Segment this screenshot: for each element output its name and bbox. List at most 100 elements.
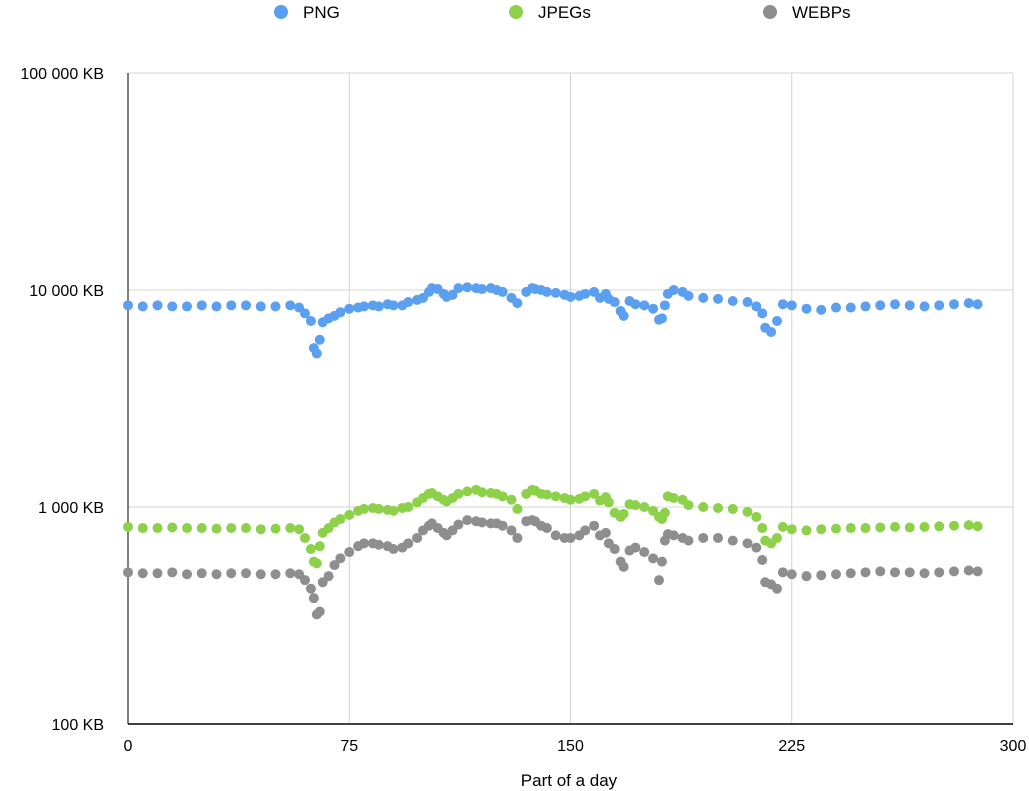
data-point <box>603 497 614 508</box>
data-point <box>683 290 694 301</box>
data-point <box>639 300 650 311</box>
data-point <box>963 298 974 309</box>
data-point <box>308 593 319 604</box>
data-point <box>904 522 915 533</box>
data-point <box>698 292 709 303</box>
data-point <box>152 523 163 534</box>
legend-item: JPEGs <box>509 3 591 22</box>
data-point <box>403 538 414 549</box>
data-point <box>727 503 738 514</box>
data-point <box>270 523 281 534</box>
data-point <box>137 301 148 312</box>
data-point <box>801 525 812 536</box>
data-point <box>305 544 316 555</box>
data-point <box>285 568 296 579</box>
data-point <box>949 299 959 310</box>
data-point <box>311 558 322 569</box>
data-point <box>904 300 915 311</box>
data-point <box>963 520 974 531</box>
data-point <box>373 539 384 550</box>
data-point <box>344 303 355 314</box>
data-point <box>300 532 310 543</box>
data-point <box>167 301 178 312</box>
data-point <box>648 553 659 564</box>
data-point <box>211 569 222 580</box>
data-point <box>816 570 827 581</box>
data-point <box>541 286 552 297</box>
data-point <box>388 544 399 555</box>
y-axis-ticks: 100 KB 1 000 KB 10 000 KB 100 000 KB <box>20 66 104 734</box>
data-point <box>777 521 788 532</box>
data-point <box>639 547 650 558</box>
data-point <box>580 491 591 502</box>
data-point <box>727 535 738 546</box>
data-point <box>890 299 900 310</box>
data-point <box>656 313 667 324</box>
data-point <box>845 302 856 313</box>
data-point <box>801 571 812 582</box>
data-point <box>801 303 812 314</box>
data-point <box>335 514 346 525</box>
data-point <box>860 301 871 312</box>
data-point <box>403 297 414 308</box>
data-point <box>196 568 207 579</box>
data-point <box>359 538 369 549</box>
data-point <box>512 532 523 543</box>
data-point <box>241 568 251 579</box>
data-point <box>453 283 464 294</box>
data-point <box>255 524 266 535</box>
data-point <box>727 295 738 306</box>
data-point <box>462 515 473 526</box>
data-point <box>766 327 777 338</box>
data-point <box>609 297 620 308</box>
data-point <box>668 493 679 504</box>
data-point <box>565 532 576 543</box>
data-point <box>831 523 841 534</box>
legend-marker <box>509 5 523 19</box>
data-point <box>845 568 856 579</box>
data-point <box>630 542 641 553</box>
data-point <box>618 508 629 519</box>
data-point <box>919 568 930 579</box>
x-tick-label: 0 <box>124 738 133 755</box>
data-point <box>512 503 523 514</box>
data-point <box>934 521 945 532</box>
data-point <box>314 541 325 552</box>
y-tick-label: 100 KB <box>52 717 104 734</box>
data-point <box>831 569 841 580</box>
data-point <box>618 310 629 321</box>
data-point <box>751 511 762 522</box>
data-point <box>453 519 464 530</box>
gridlines <box>128 72 1014 724</box>
series-webps <box>123 515 983 620</box>
data-point <box>630 299 641 310</box>
data-point <box>359 301 369 312</box>
data-point <box>751 542 762 553</box>
data-points <box>123 282 983 620</box>
legend: PNG JPEGs WEBPs <box>274 3 851 22</box>
data-point <box>314 606 325 617</box>
data-point <box>565 494 576 505</box>
data-point <box>497 520 508 531</box>
data-point <box>182 301 192 312</box>
data-point <box>226 523 237 534</box>
legend-label: WEBPs <box>792 3 851 22</box>
x-tick-label: 225 <box>778 738 805 755</box>
legend-marker <box>274 5 288 19</box>
data-point <box>344 509 355 520</box>
data-point <box>777 567 788 578</box>
data-point <box>311 348 322 359</box>
data-point <box>255 569 266 580</box>
data-point <box>196 300 207 311</box>
y-tick-label: 10 000 KB <box>29 283 104 300</box>
data-point <box>751 301 762 312</box>
data-point <box>772 532 782 543</box>
data-point <box>963 565 974 576</box>
data-point <box>656 556 667 567</box>
legend-item: PNG <box>274 3 340 22</box>
data-point <box>890 567 900 578</box>
data-point <box>497 491 508 502</box>
data-point <box>462 282 473 293</box>
data-point <box>565 291 576 302</box>
data-point <box>403 502 414 512</box>
